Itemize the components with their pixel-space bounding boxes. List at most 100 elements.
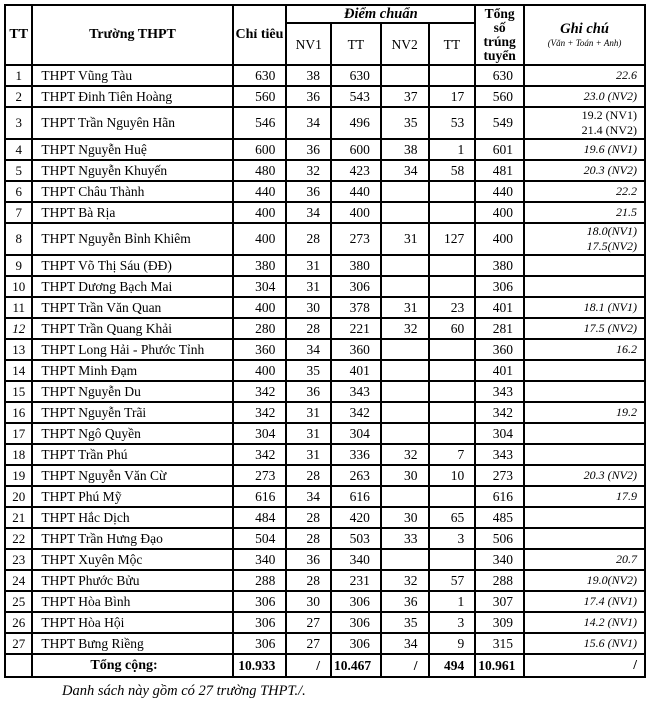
nv2-score: 36 — [379, 590, 430, 614]
total-admitted-value: 288 — [474, 569, 526, 593]
table-row: 23 THPT Xuyên Mộc 340 36 340 340 20.7 — [3, 548, 646, 572]
col-header-tt2: TT — [427, 22, 477, 67]
table-row: 20 THPT Phú Mỹ 616 34 616 616 17.9 — [3, 485, 646, 509]
tt2-score — [427, 201, 477, 225]
nv2-score: 35 — [379, 611, 430, 635]
nv2-score: 32 — [379, 443, 430, 467]
nv1-score: 28 — [285, 506, 333, 530]
tt2-score — [427, 380, 477, 404]
table-row: 14 THPT Minh Đạm 400 35 401 401 — [3, 359, 646, 383]
nv1-score: 31 — [285, 254, 333, 278]
tt1-score: 440 — [330, 180, 382, 204]
nv1-score: 31 — [285, 443, 333, 467]
tt2-score — [427, 422, 477, 446]
nv2-score: 35 — [379, 106, 430, 141]
note-line: 18.1 (NV1) — [583, 300, 637, 315]
note-header-subtitle: (Văn + Toán + Anh) — [547, 37, 622, 48]
table-row: 24 THPT Phước Bửu 288 28 231 32 57 288 19.0(NV2) — [3, 569, 646, 593]
tt1-score: 600 — [330, 138, 382, 162]
school-name: THPT Đinh Tiên Hoàng — [31, 85, 234, 109]
header-row-sub: NV1 TT NV2 TT — [5, 22, 645, 67]
header-row-top: TT Trường THPT Chỉ tiêu Điểm chuẩn Tổng … — [3, 3, 646, 67]
row-number: 16 — [3, 401, 34, 425]
tt1-score: 263 — [330, 464, 382, 488]
total-admitted-value: 273 — [474, 464, 526, 488]
nv1-score: 28 — [285, 464, 333, 488]
tt2-score: 17 — [427, 85, 477, 109]
quota-value: 400 — [231, 222, 288, 257]
table-row: 6 THPT Châu Thành 440 36 440 440 22.2 — [3, 180, 646, 204]
tt1-score: 221 — [330, 317, 382, 341]
table-row: 26 THPT Hòa Hội 306 27 306 35 3 309 14.2 (NV1) — [3, 611, 646, 635]
note-cell — [523, 527, 646, 551]
school-name: THPT Hòa Bình — [31, 590, 234, 614]
total-quota-value: 10.933 — [231, 653, 288, 679]
quota-value: 288 — [231, 569, 288, 593]
school-name: THPT Nguyễn Khuyến — [31, 159, 234, 183]
school-name: THPT Trần Phú — [31, 443, 234, 467]
school-name: THPT Nguyễn Huệ — [31, 138, 234, 162]
school-name: THPT Bưng Riềng — [31, 632, 234, 656]
nv2-score: 32 — [379, 317, 430, 341]
total-admitted-value: 315 — [474, 632, 526, 656]
note-line: 19.2 (NV1) — [581, 108, 637, 123]
quota-value: 630 — [231, 64, 288, 88]
note-cell: 19.2 — [523, 401, 646, 425]
quota-value: 504 — [231, 527, 288, 551]
row-number: 2 — [3, 85, 34, 109]
tt2-score: 7 — [427, 443, 477, 467]
tt2-score: 65 — [427, 506, 477, 530]
total-admitted-value: 440 — [474, 180, 526, 204]
row-number: 25 — [3, 590, 34, 614]
note-line: 14.2 (NV1) — [583, 615, 637, 630]
tt2-score: 53 — [427, 106, 477, 141]
table-row: 17 THPT Ngô Quyền 304 31 304 304 — [3, 422, 646, 446]
total-row-tt-cell — [3, 653, 34, 679]
table-row: 11 THPT Trần Văn Quan 400 30 378 31 23 401 18.1 … — [3, 296, 646, 320]
row-number: 11 — [3, 296, 34, 320]
note-line: 19.0(NV2) — [586, 573, 637, 588]
col-header-total-admitted: Tổng số trúng tuyển — [474, 3, 526, 67]
note-line: 18.0(NV1) — [586, 224, 637, 239]
nv1-score: 28 — [285, 222, 333, 257]
table-row: 5 THPT Nguyễn Khuyến 480 32 423 34 58 481 20.3 (… — [3, 159, 646, 183]
note-cell: 17.9 — [523, 485, 646, 509]
total-admitted-value: 304 — [474, 422, 526, 446]
nv2-score: 38 — [379, 138, 430, 162]
note-line: 15.6 (NV1) — [583, 636, 637, 651]
row-number: 21 — [3, 506, 34, 530]
nv2-score: 34 — [379, 159, 430, 183]
total-admitted-value: 401 — [474, 359, 526, 383]
nv2-score — [379, 275, 430, 299]
row-number: 10 — [3, 275, 34, 299]
total-admitted-value: 506 — [474, 527, 526, 551]
tt2-score: 10 — [427, 464, 477, 488]
quota-value: 304 — [231, 422, 288, 446]
tt2-score: 58 — [427, 159, 477, 183]
row-number: 5 — [3, 159, 34, 183]
school-name: THPT Phú Mỹ — [31, 485, 234, 509]
nv1-score: 31 — [285, 401, 333, 425]
tt1-score: 496 — [330, 106, 382, 141]
note-line: 19.2 — [616, 405, 637, 420]
total-tt2-value: 494 — [427, 653, 477, 679]
total-row: Tổng cộng: 10.933 / 10.467 / 494 10.961 … — [3, 653, 646, 679]
school-name: THPT Châu Thành — [31, 180, 234, 204]
quota-value: 560 — [231, 85, 288, 109]
tt2-score: 1 — [427, 590, 477, 614]
note-header-title: Ghi chú — [560, 20, 609, 37]
quota-value: 342 — [231, 380, 288, 404]
school-name: THPT Trần Nguyên Hãn — [31, 106, 234, 141]
row-number: 9 — [3, 254, 34, 278]
row-number: 12 — [3, 317, 34, 341]
tt1-score: 400 — [330, 201, 382, 225]
total-tt1-value: 10.467 — [330, 653, 382, 679]
row-number: 17 — [3, 422, 34, 446]
row-number: 4 — [3, 138, 34, 162]
row-number: 13 — [3, 338, 34, 362]
tt2-score — [427, 338, 477, 362]
total-admitted-value: 560 — [474, 85, 526, 109]
note-line: 22.6 — [616, 68, 637, 83]
col-header-diem-chuan: Điểm chuẩn — [285, 3, 477, 25]
row-number: 20 — [3, 485, 34, 509]
